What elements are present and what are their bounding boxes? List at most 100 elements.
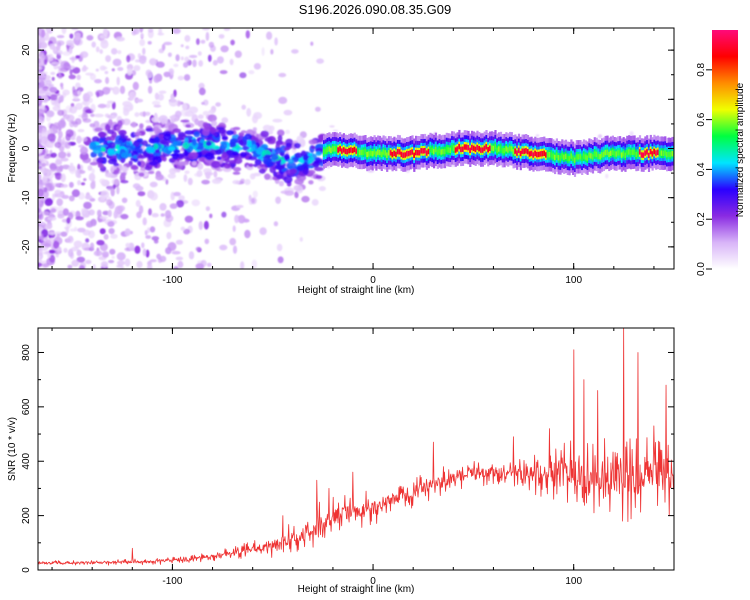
ridge-cell [404, 152, 407, 158]
ridge-blob [148, 161, 158, 166]
ridge-blob [148, 170, 155, 175]
ridge-blob [105, 123, 111, 132]
ridge-cell [581, 155, 584, 161]
ridge-cell [577, 154, 580, 160]
ridge-cell [380, 151, 383, 157]
noise-blob [184, 35, 191, 42]
noise-blob [88, 209, 95, 216]
snr-series-line [38, 328, 674, 566]
ridge-cell [541, 151, 544, 157]
noise-blob [38, 116, 45, 124]
ridge-cell [351, 147, 354, 154]
noise-blob [147, 71, 153, 79]
ridge-blob [259, 163, 265, 167]
noise-blob [135, 199, 141, 208]
ridge-blob [120, 165, 128, 172]
ridge-cell [613, 151, 616, 157]
ridge-blob [242, 136, 248, 142]
ridge-blob [246, 139, 252, 148]
spectrogram-blobs [38, 28, 674, 269]
noise-blob [86, 91, 94, 98]
noise-blob [116, 76, 120, 86]
ridge-cell [503, 147, 506, 154]
noise-blob [241, 104, 246, 110]
noise-blob [69, 162, 74, 167]
noise-blob [60, 173, 66, 183]
ridge-blob [193, 131, 200, 138]
noise-blob [99, 178, 106, 184]
ridge-cell [445, 146, 448, 153]
noise-blob [72, 67, 81, 74]
ridge-cell [384, 150, 387, 156]
noise-blob [119, 85, 126, 95]
ridge-blob [184, 150, 189, 157]
ridge-cell [534, 150, 537, 157]
ridge-blob [107, 149, 115, 156]
ridge-blob [97, 131, 107, 138]
ridge-cell [359, 149, 362, 156]
ridge-cell [324, 148, 327, 154]
ridge-cell [393, 150, 396, 157]
noise-blob [132, 183, 141, 189]
ridge-blob [134, 112, 140, 117]
noise-blob [77, 227, 86, 233]
ridge-cell [490, 145, 493, 151]
noise-blob [142, 248, 147, 257]
ridge-cell [395, 151, 398, 158]
noise-blob [102, 251, 109, 258]
noise-blob [240, 261, 245, 269]
ridge-blob [221, 136, 228, 141]
noise-blob [95, 68, 99, 72]
ridge-cell [330, 147, 333, 153]
noise-blob [88, 230, 95, 239]
ridge-cell [360, 149, 363, 156]
ridge-blob [167, 173, 176, 179]
noise-blob [149, 58, 157, 66]
noise-blob [205, 206, 211, 212]
noise-blob [187, 177, 193, 186]
ridge-blob [308, 180, 314, 185]
noise-blob [38, 258, 43, 263]
ridge-blob [264, 173, 271, 180]
ridge-blob [169, 115, 176, 119]
noise-blob [115, 36, 125, 42]
ridge-cell [557, 155, 560, 161]
noise-blob [206, 262, 212, 267]
ridge-cell [521, 148, 524, 154]
noise-blob [49, 94, 58, 101]
x-tick-label: 0 [370, 576, 376, 587]
noise-blob [136, 211, 142, 219]
ridge-blob [180, 119, 190, 123]
snr-panel: -100 0 100 0 200 400 600 800 Height of straigh… [7, 327, 675, 595]
noise-blob [57, 50, 63, 55]
noise-blob [49, 163, 57, 171]
ridge-blob [155, 173, 164, 181]
ridge-cell [573, 157, 577, 163]
noise-blob [128, 91, 137, 100]
noise-blob [38, 225, 43, 232]
noise-blob [183, 62, 189, 68]
ridge-blob [208, 109, 216, 115]
noise-blob [259, 227, 267, 236]
ridge-cell [619, 150, 622, 156]
ridge-blob [185, 124, 191, 128]
noise-blob [147, 227, 150, 234]
noise-blob [49, 86, 58, 93]
noise-blob [59, 146, 65, 152]
snr-plot-area [38, 328, 674, 570]
ridge-cell [512, 149, 515, 155]
ridge-cell [471, 144, 474, 151]
noise-blob [108, 259, 115, 264]
ridge-cell [525, 148, 528, 154]
noise-blob [66, 236, 74, 244]
noise-blob [54, 141, 62, 148]
ridge-blob [196, 169, 203, 178]
noise-blob [91, 180, 96, 185]
ridge-cell [431, 147, 434, 154]
noise-blob [175, 239, 183, 245]
ridge-cell [575, 154, 578, 160]
noise-blob [91, 41, 96, 48]
noise-blob [367, 170, 375, 173]
noise-blob [42, 175, 48, 183]
noise-blob [153, 75, 160, 83]
